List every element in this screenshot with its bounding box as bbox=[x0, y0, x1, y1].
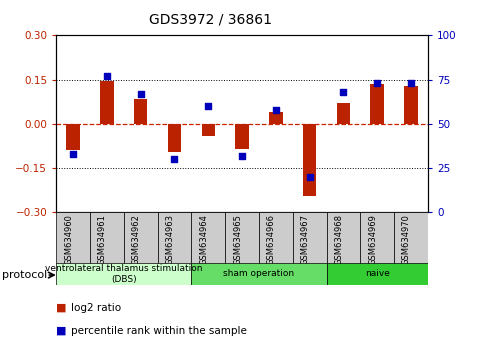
Text: GSM634967: GSM634967 bbox=[300, 214, 309, 265]
Text: GDS3972 / 36861: GDS3972 / 36861 bbox=[148, 12, 271, 27]
Bar bbox=[224, 212, 259, 264]
Bar bbox=[191, 212, 224, 264]
Text: log2 ratio: log2 ratio bbox=[71, 303, 121, 313]
Bar bbox=[259, 212, 292, 264]
Point bbox=[339, 89, 346, 95]
Text: GSM634962: GSM634962 bbox=[131, 214, 141, 265]
Bar bbox=[360, 212, 393, 264]
Bar bbox=[404, 86, 417, 124]
Point bbox=[305, 174, 313, 180]
Text: percentile rank within the sample: percentile rank within the sample bbox=[71, 326, 246, 336]
Bar bbox=[370, 84, 383, 124]
Point bbox=[103, 73, 111, 79]
Bar bbox=[56, 263, 191, 285]
Text: sham operation: sham operation bbox=[223, 269, 294, 279]
Point bbox=[372, 80, 380, 86]
Bar bbox=[66, 124, 80, 150]
Bar bbox=[157, 212, 191, 264]
Bar bbox=[123, 212, 157, 264]
Bar bbox=[326, 212, 360, 264]
Bar bbox=[100, 81, 113, 124]
Bar bbox=[302, 124, 316, 196]
Text: GSM634964: GSM634964 bbox=[199, 214, 208, 265]
Text: GSM634968: GSM634968 bbox=[334, 214, 343, 265]
Text: protocol: protocol bbox=[2, 270, 48, 280]
Point bbox=[170, 156, 178, 162]
Bar bbox=[167, 124, 181, 152]
Bar bbox=[201, 124, 215, 136]
Bar bbox=[56, 212, 90, 264]
Bar bbox=[292, 212, 326, 264]
Text: GSM634960: GSM634960 bbox=[64, 214, 73, 265]
Bar bbox=[134, 99, 147, 124]
Text: ■: ■ bbox=[56, 303, 66, 313]
Point bbox=[204, 103, 212, 109]
Text: naive: naive bbox=[364, 269, 389, 279]
Point bbox=[137, 91, 144, 97]
Text: GSM634965: GSM634965 bbox=[233, 214, 242, 265]
Point bbox=[406, 80, 414, 86]
Text: ventrolateral thalamus stimulation
(DBS): ventrolateral thalamus stimulation (DBS) bbox=[45, 264, 202, 284]
Bar bbox=[326, 263, 427, 285]
Bar bbox=[235, 124, 248, 149]
Text: GSM634961: GSM634961 bbox=[98, 214, 107, 265]
Text: GSM634970: GSM634970 bbox=[401, 214, 410, 265]
Text: ■: ■ bbox=[56, 326, 66, 336]
Point bbox=[271, 107, 279, 113]
Bar bbox=[336, 103, 349, 124]
Point bbox=[69, 151, 77, 157]
Text: GSM634963: GSM634963 bbox=[165, 214, 174, 265]
Bar bbox=[90, 212, 123, 264]
Bar bbox=[268, 112, 282, 124]
Text: GSM634966: GSM634966 bbox=[266, 214, 275, 265]
Bar bbox=[191, 263, 326, 285]
Text: GSM634969: GSM634969 bbox=[367, 214, 376, 265]
Point bbox=[238, 153, 245, 159]
Bar bbox=[393, 212, 427, 264]
